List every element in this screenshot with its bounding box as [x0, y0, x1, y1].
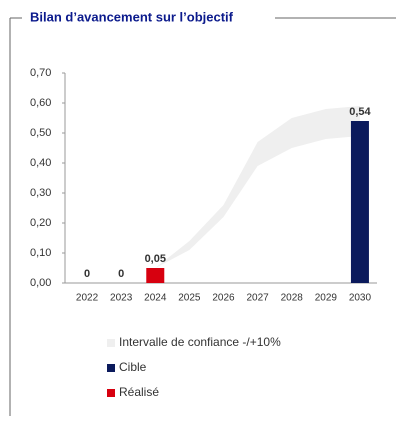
x-tick-label: 2022 [76, 293, 99, 304]
y-tick-label: 0,00 [30, 277, 51, 289]
y-tick-label: 0,30 [30, 187, 51, 199]
y-tick-label: 0,40 [30, 157, 51, 169]
x-tick-label: 2025 [178, 293, 201, 304]
legend-swatch [107, 339, 115, 347]
legend-label: Réalisé [119, 385, 159, 399]
x-tick-label: 2023 [110, 293, 133, 304]
bar [146, 268, 165, 283]
x-tick-label: 2024 [144, 293, 167, 304]
y-tick-label: 0,70 [30, 67, 51, 79]
x-tick-label: 2026 [212, 293, 235, 304]
value-label: 0,54 [349, 106, 371, 118]
x-tick-label: 2028 [281, 293, 304, 304]
y-tick-label: 0,20 [30, 217, 51, 229]
x-tick-label: 2029 [315, 293, 338, 304]
value-label: 0 [118, 268, 124, 280]
legend-label: Intervalle de confiance -/+10% [119, 335, 281, 349]
x-tick-label: 2027 [246, 293, 269, 304]
y-tick-label: 0,10 [30, 247, 51, 259]
confidence-band [155, 106, 360, 268]
x-tick-label: 2030 [349, 293, 372, 304]
y-tick-label: 0,60 [30, 97, 51, 109]
bar [350, 121, 369, 283]
legend-swatch [107, 364, 115, 372]
chart-title: Bilan d’avancement sur l’objectif [30, 9, 234, 24]
value-label: 0,05 [145, 253, 166, 265]
legend-swatch [107, 389, 115, 397]
legend-label: Cible [119, 360, 147, 374]
value-label: 0 [84, 268, 90, 280]
y-tick-label: 0,50 [30, 127, 51, 139]
